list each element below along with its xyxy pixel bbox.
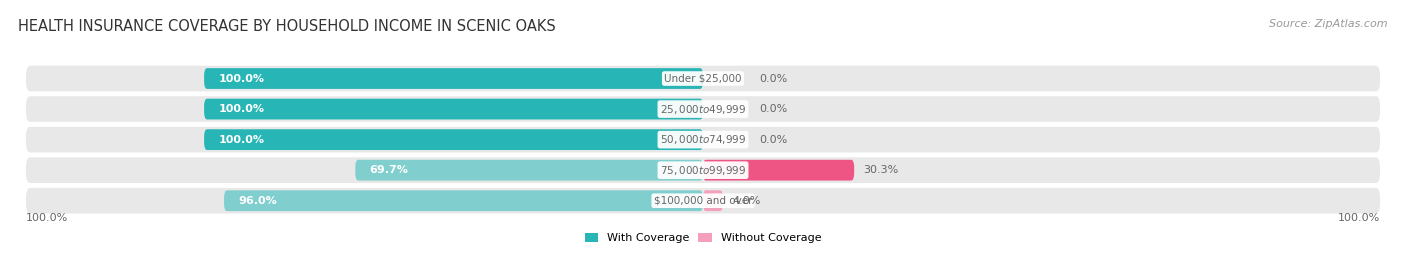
Text: Under $25,000: Under $25,000 [664, 73, 742, 84]
FancyBboxPatch shape [25, 188, 1381, 214]
Text: Source: ZipAtlas.com: Source: ZipAtlas.com [1270, 19, 1388, 29]
FancyBboxPatch shape [703, 190, 723, 211]
FancyBboxPatch shape [25, 96, 1381, 122]
Text: 30.3%: 30.3% [863, 165, 898, 175]
FancyBboxPatch shape [356, 160, 703, 180]
Text: 100.0%: 100.0% [25, 213, 67, 224]
Text: 96.0%: 96.0% [239, 196, 277, 206]
Text: 0.0%: 0.0% [759, 104, 787, 114]
Text: $100,000 and over: $100,000 and over [654, 196, 752, 206]
FancyBboxPatch shape [25, 66, 1381, 91]
Text: HEALTH INSURANCE COVERAGE BY HOUSEHOLD INCOME IN SCENIC OAKS: HEALTH INSURANCE COVERAGE BY HOUSEHOLD I… [18, 19, 555, 34]
FancyBboxPatch shape [204, 99, 703, 119]
Text: 100.0%: 100.0% [1339, 213, 1381, 224]
FancyBboxPatch shape [204, 129, 703, 150]
FancyBboxPatch shape [25, 157, 1381, 183]
Text: $50,000 to $74,999: $50,000 to $74,999 [659, 133, 747, 146]
FancyBboxPatch shape [224, 190, 703, 211]
Text: 69.7%: 69.7% [370, 165, 408, 175]
FancyBboxPatch shape [703, 160, 855, 180]
Text: 0.0%: 0.0% [759, 134, 787, 145]
Text: $75,000 to $99,999: $75,000 to $99,999 [659, 164, 747, 177]
Legend: With Coverage, Without Coverage: With Coverage, Without Coverage [581, 228, 825, 247]
FancyBboxPatch shape [204, 68, 703, 89]
Text: 100.0%: 100.0% [218, 104, 264, 114]
Text: 0.0%: 0.0% [759, 73, 787, 84]
Text: 100.0%: 100.0% [218, 134, 264, 145]
Text: $25,000 to $49,999: $25,000 to $49,999 [659, 102, 747, 116]
Text: 4.0%: 4.0% [733, 196, 761, 206]
Text: 100.0%: 100.0% [218, 73, 264, 84]
FancyBboxPatch shape [25, 127, 1381, 153]
